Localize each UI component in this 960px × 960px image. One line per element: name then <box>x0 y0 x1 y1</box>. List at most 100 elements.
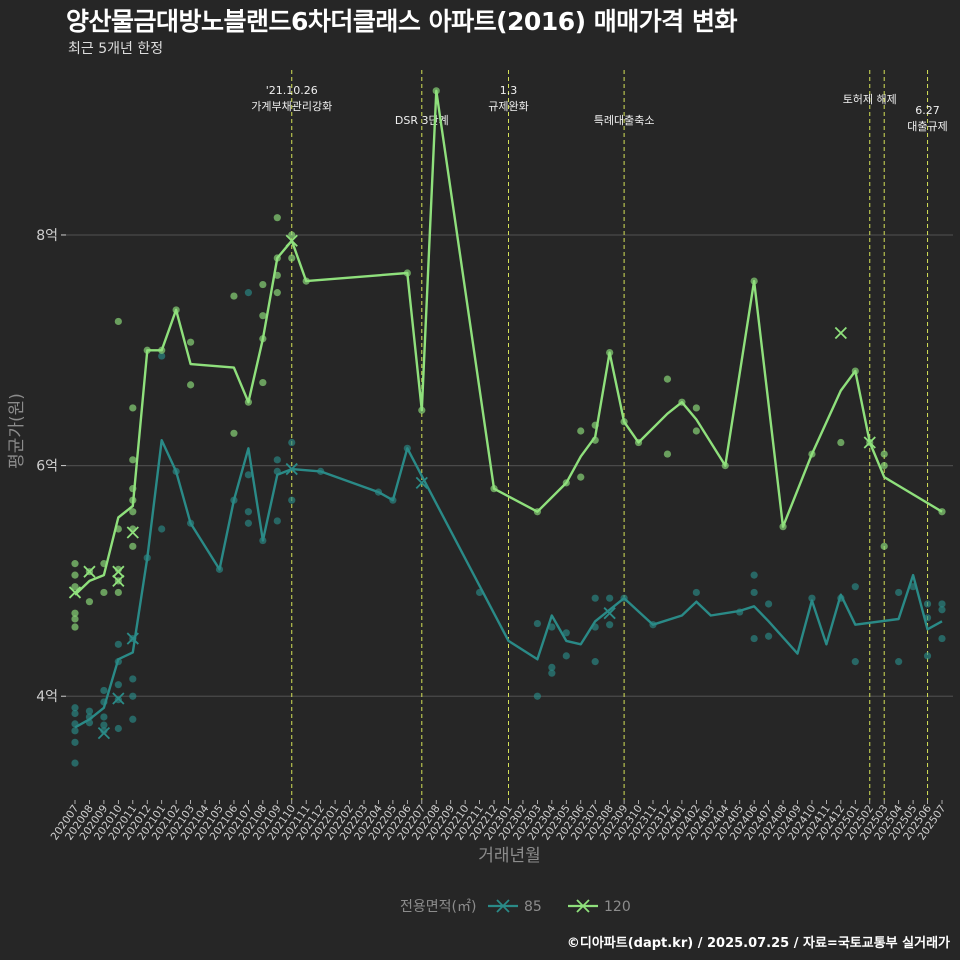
data-point <box>895 658 903 666</box>
data-point <box>895 588 903 597</box>
cross-marker <box>83 565 96 578</box>
event-label: 특례대출축소 <box>594 114 655 127</box>
event-label: 토허제 해제 <box>843 92 897 106</box>
event-label: 가계부채관리강화 <box>251 100 332 113</box>
data-point <box>129 675 137 683</box>
data-point <box>71 709 79 718</box>
y-tick-label: 8억 <box>36 228 58 244</box>
data-point <box>187 338 195 346</box>
cross-marker <box>285 234 298 247</box>
series-line <box>74 89 943 596</box>
data-point <box>71 623 79 631</box>
data-point <box>100 686 108 695</box>
data-point <box>288 231 296 239</box>
data-point <box>533 619 542 628</box>
data-point <box>288 438 296 447</box>
data-point <box>606 594 614 602</box>
data-point <box>100 727 108 735</box>
data-point <box>244 289 252 297</box>
data-point <box>259 378 267 387</box>
data-point <box>273 517 281 525</box>
y-axis-title: 평균가(원) <box>7 393 27 469</box>
data-point <box>938 600 946 608</box>
data-point <box>692 427 700 435</box>
y-tick-label: 6억 <box>36 459 58 475</box>
data-point <box>158 352 166 360</box>
data-point <box>244 519 252 527</box>
legend-swatch-cross <box>576 899 590 913</box>
data-point <box>533 692 542 700</box>
data-point <box>71 727 79 735</box>
data-point <box>851 658 859 666</box>
data-point <box>851 583 859 591</box>
data-point <box>750 571 758 579</box>
series-85 <box>71 289 946 767</box>
legend-label: 120 <box>604 899 631 915</box>
data-point <box>114 317 122 326</box>
data-point <box>808 594 816 602</box>
data-point <box>244 471 252 479</box>
data-point <box>129 508 137 516</box>
data-point <box>750 588 758 597</box>
data-point <box>71 759 79 767</box>
data-point <box>71 609 79 617</box>
cross-marker <box>68 586 82 599</box>
data-point <box>85 598 94 606</box>
legend-item-85: 85 <box>488 899 542 915</box>
y-tick-label: 4억 <box>36 689 58 705</box>
data-point <box>692 404 700 412</box>
data-point <box>259 312 267 320</box>
data-point <box>230 429 238 437</box>
data-point <box>923 652 932 660</box>
data-point <box>129 692 137 700</box>
cross-marker <box>112 692 125 705</box>
data-point <box>606 621 614 629</box>
data-point <box>591 594 599 602</box>
data-point <box>765 600 773 608</box>
data-point <box>765 632 773 640</box>
cross-marker <box>415 476 428 490</box>
data-point <box>273 289 281 297</box>
data-point <box>750 634 758 643</box>
data-point <box>71 560 79 568</box>
data-point <box>129 404 137 412</box>
x-axis-title: 거래년월 <box>478 846 541 866</box>
data-point <box>273 214 281 222</box>
data-point <box>288 254 296 262</box>
cross-marker <box>112 565 125 578</box>
event-label: 대출규제 <box>907 120 947 133</box>
data-point <box>663 375 672 383</box>
data-point <box>114 565 122 573</box>
data-point <box>230 292 238 300</box>
data-point <box>71 583 79 591</box>
data-point <box>129 542 137 550</box>
cross-marker <box>834 326 847 340</box>
data-point <box>71 615 79 623</box>
data-point <box>244 508 252 516</box>
data-point <box>85 707 94 715</box>
data-point <box>273 456 281 464</box>
data-point <box>114 724 122 733</box>
event-label: 1.3 <box>500 84 518 97</box>
data-point <box>923 600 932 608</box>
credit-text: ©디아파트(dapt.kr) / 2025.07.25 / 자료=국토교통부 실… <box>566 936 950 951</box>
legend-item-120: 120 <box>568 899 631 915</box>
chart-title: 양산물금대방노블랜드6차더클래스 아파트(2016) 매매가격 변화 <box>66 7 737 36</box>
data-point <box>100 721 108 729</box>
series-line <box>74 439 943 729</box>
data-point <box>114 640 122 648</box>
legend-label: 85 <box>524 899 542 915</box>
legend-swatch-cross <box>496 899 510 913</box>
chart-subtitle: 최근 5개년 한정 <box>68 41 164 57</box>
data-point <box>938 606 946 614</box>
data-point <box>129 715 137 723</box>
data-point <box>71 704 79 712</box>
data-point <box>548 623 556 631</box>
data-point <box>71 571 79 579</box>
cross-marker <box>126 632 139 645</box>
data-point <box>71 738 79 746</box>
data-point <box>577 473 585 481</box>
data-point <box>562 652 570 660</box>
cross-marker <box>285 462 298 476</box>
